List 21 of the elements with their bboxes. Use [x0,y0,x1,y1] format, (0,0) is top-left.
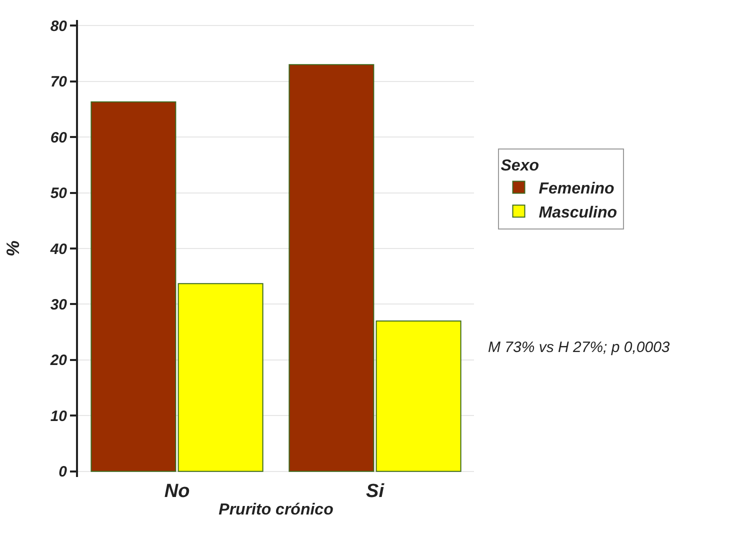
bar [90,101,176,472]
y-tick-label: 50 [50,185,68,202]
y-tick-label: 80 [50,18,68,35]
bar [178,283,264,472]
y-tick-label: 60 [50,129,68,146]
x-axis-title: Prurito crónico [218,502,334,519]
bar [376,320,462,472]
y-tick-label: 40 [49,240,68,258]
x-tick-label: Si [366,481,385,502]
legend-label: Masculino [538,204,618,222]
bar [288,64,374,472]
y-tick-label: 30 [50,296,68,314]
legend-label: Femenino [538,180,615,198]
y-tick-label: 0 [58,464,68,481]
y-axis-title: % [3,240,24,257]
x-tick-label: No [164,481,190,502]
y-tick-label: 10 [50,408,68,425]
y-tick-label: 20 [49,352,68,370]
text: M 73% vs H 27%; p 0,0003 [488,339,670,356]
legend-title: Sexo [500,157,540,174]
y-tick-label: 70 [50,74,68,91]
